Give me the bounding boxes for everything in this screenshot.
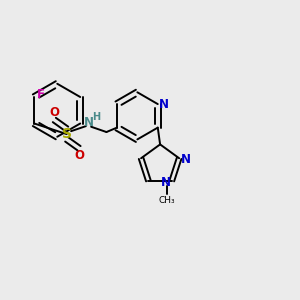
Text: N: N (160, 176, 170, 189)
Text: S: S (62, 127, 72, 141)
Text: F: F (37, 88, 45, 101)
Text: O: O (74, 149, 84, 162)
Text: H: H (92, 112, 101, 122)
Text: N: N (181, 153, 190, 166)
Text: N: N (84, 116, 94, 129)
Text: N: N (159, 98, 169, 111)
Text: O: O (49, 106, 59, 119)
Text: CH₃: CH₃ (158, 196, 175, 205)
